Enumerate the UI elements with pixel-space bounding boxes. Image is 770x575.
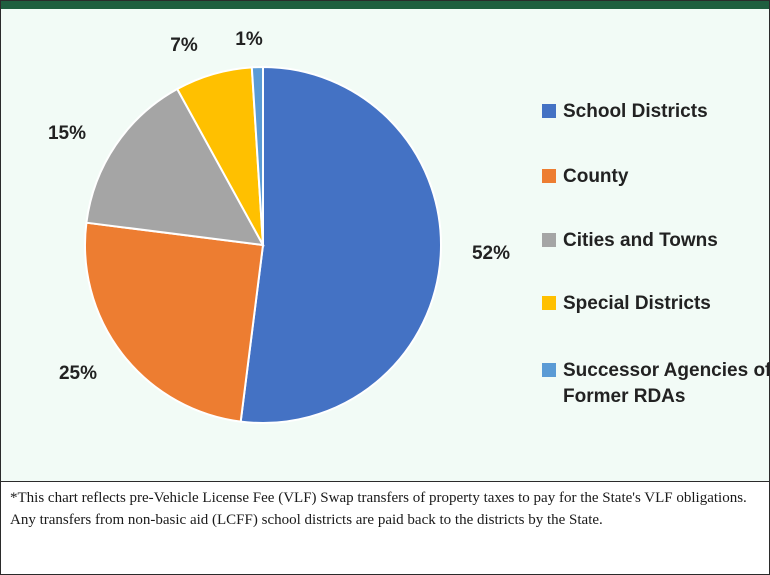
- pie-slice-successor-agencies: [250, 65, 264, 246]
- pie-chart: 52% 25% 15% 7% 1%: [48, 29, 510, 424]
- legend-swatch-successor-agencies: [542, 363, 556, 377]
- data-label-special-districts: 7%: [170, 35, 198, 56]
- data-label-school-districts: 52%: [472, 243, 510, 264]
- legend-label: Special Districts: [563, 293, 711, 314]
- legend-swatch-special-districts: [542, 296, 556, 310]
- legend-label: Cities and Towns: [563, 230, 718, 251]
- data-label-cities-and-towns: 15%: [48, 123, 86, 144]
- legend-item-successor-agencies: Successor Agencies of Former RDAs: [542, 358, 770, 410]
- data-label-successor-agencies: 1%: [235, 29, 263, 50]
- legend-item-school-districts: School Districts: [542, 99, 770, 125]
- header-band: [1, 1, 769, 9]
- legend-swatch-school-districts: [542, 104, 556, 118]
- chart-panel: 52% 25% 15% 7% 1% School Districts County Ci…: [1, 9, 770, 482]
- legend-swatch-county: [542, 169, 556, 183]
- pie-slice-school-districts: [239, 65, 442, 424]
- legend-label: County: [563, 166, 629, 187]
- pie-slice-cities-and-towns: [85, 87, 265, 247]
- legend-item-cities-and-towns: Cities and Towns: [542, 228, 770, 254]
- data-label-county: 25%: [59, 363, 97, 384]
- pie-slice-county: [84, 221, 265, 423]
- legend-item-county: County: [542, 164, 770, 190]
- legend-label: Successor Agencies of Former RDAs: [563, 360, 770, 407]
- legend-swatch-cities-and-towns: [542, 233, 556, 247]
- legend-item-special-districts: Special Districts: [542, 291, 770, 317]
- chart-footnote: *This chart reflects pre-Vehicle License…: [10, 490, 747, 528]
- legend-label: School Districts: [563, 101, 708, 122]
